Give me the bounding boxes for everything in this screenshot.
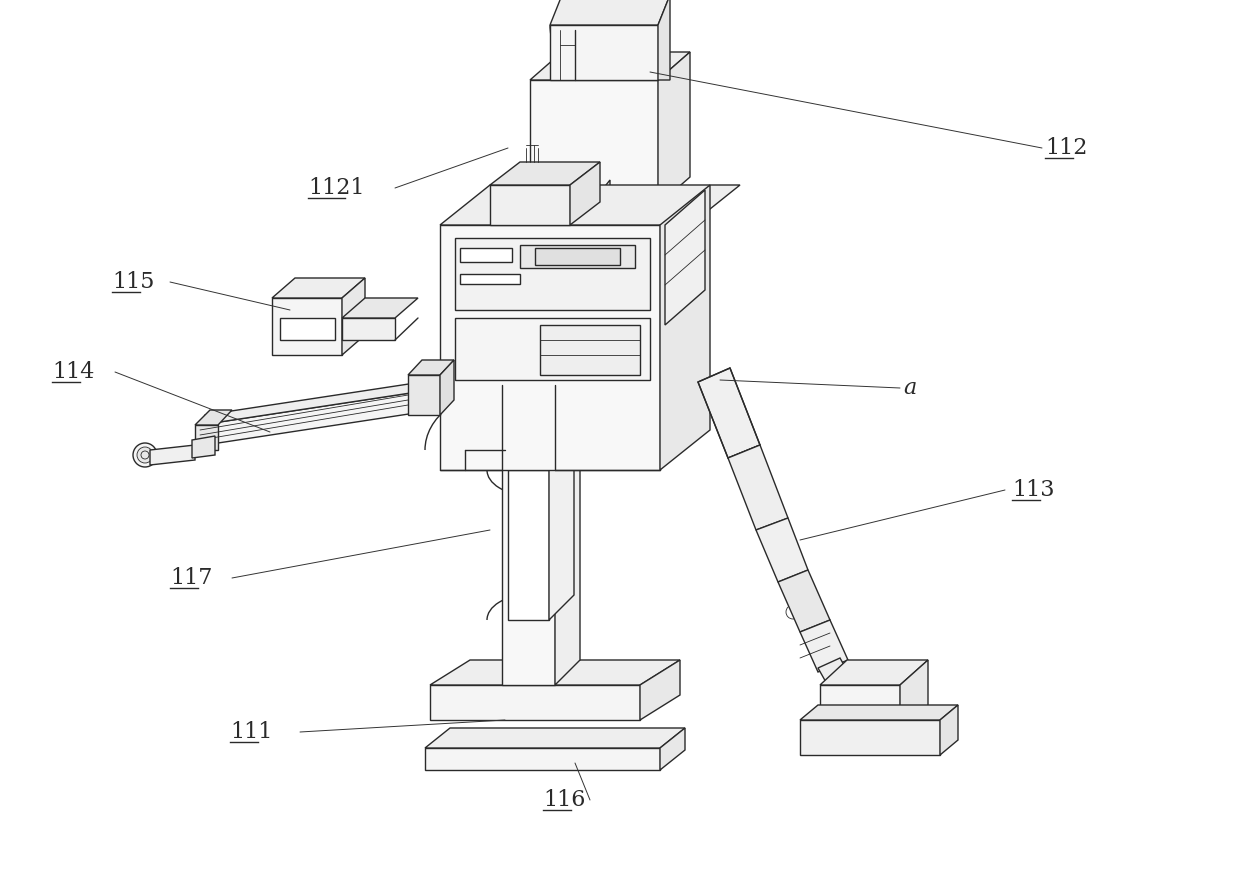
Polygon shape xyxy=(460,274,520,284)
Text: 116: 116 xyxy=(543,789,585,811)
Polygon shape xyxy=(455,318,650,380)
Text: 114: 114 xyxy=(52,361,94,383)
Polygon shape xyxy=(200,390,435,445)
Polygon shape xyxy=(430,660,680,685)
Text: 117: 117 xyxy=(170,567,212,589)
Polygon shape xyxy=(728,445,787,530)
Polygon shape xyxy=(800,720,940,755)
Polygon shape xyxy=(529,52,689,80)
Polygon shape xyxy=(590,180,610,240)
Polygon shape xyxy=(272,278,365,298)
Polygon shape xyxy=(820,660,928,685)
Polygon shape xyxy=(556,360,580,685)
Polygon shape xyxy=(502,360,580,385)
Polygon shape xyxy=(460,248,512,262)
Polygon shape xyxy=(658,52,689,205)
Polygon shape xyxy=(756,518,808,582)
Polygon shape xyxy=(549,445,574,620)
Polygon shape xyxy=(192,436,215,458)
Polygon shape xyxy=(777,570,830,632)
Text: 115: 115 xyxy=(112,271,154,293)
Polygon shape xyxy=(280,318,335,340)
Polygon shape xyxy=(698,368,760,458)
Polygon shape xyxy=(640,660,680,720)
Polygon shape xyxy=(408,360,454,375)
Text: 111: 111 xyxy=(229,721,273,743)
Polygon shape xyxy=(195,410,232,425)
Text: a: a xyxy=(903,377,916,399)
Polygon shape xyxy=(342,278,365,355)
Polygon shape xyxy=(455,238,650,310)
Polygon shape xyxy=(342,298,418,318)
Polygon shape xyxy=(440,225,660,470)
Polygon shape xyxy=(660,185,711,470)
Polygon shape xyxy=(440,185,740,225)
Text: 112: 112 xyxy=(1045,137,1087,159)
Polygon shape xyxy=(200,380,435,425)
Polygon shape xyxy=(195,425,218,450)
Polygon shape xyxy=(490,185,570,225)
Circle shape xyxy=(133,443,157,467)
Polygon shape xyxy=(529,80,658,205)
Text: 1121: 1121 xyxy=(308,177,365,199)
Polygon shape xyxy=(502,385,556,685)
Circle shape xyxy=(418,381,441,405)
Polygon shape xyxy=(556,240,590,265)
Polygon shape xyxy=(150,445,195,465)
Polygon shape xyxy=(490,162,600,185)
Polygon shape xyxy=(560,205,590,240)
Polygon shape xyxy=(539,325,640,375)
Polygon shape xyxy=(520,245,635,268)
Polygon shape xyxy=(900,660,928,730)
Polygon shape xyxy=(508,470,549,620)
Polygon shape xyxy=(665,190,706,325)
Polygon shape xyxy=(658,0,670,80)
Polygon shape xyxy=(800,705,959,720)
Polygon shape xyxy=(272,298,342,355)
Polygon shape xyxy=(570,162,600,225)
Polygon shape xyxy=(534,248,620,265)
Circle shape xyxy=(136,447,153,463)
Polygon shape xyxy=(551,25,658,80)
Polygon shape xyxy=(430,685,640,720)
Polygon shape xyxy=(425,728,684,748)
Polygon shape xyxy=(820,685,900,730)
Polygon shape xyxy=(940,705,959,755)
Polygon shape xyxy=(818,658,858,700)
Polygon shape xyxy=(660,728,684,770)
Text: 113: 113 xyxy=(1012,479,1054,501)
Polygon shape xyxy=(551,0,670,25)
Polygon shape xyxy=(440,360,454,415)
Polygon shape xyxy=(408,375,440,415)
Polygon shape xyxy=(800,620,848,672)
Polygon shape xyxy=(425,748,660,770)
Polygon shape xyxy=(342,318,396,340)
